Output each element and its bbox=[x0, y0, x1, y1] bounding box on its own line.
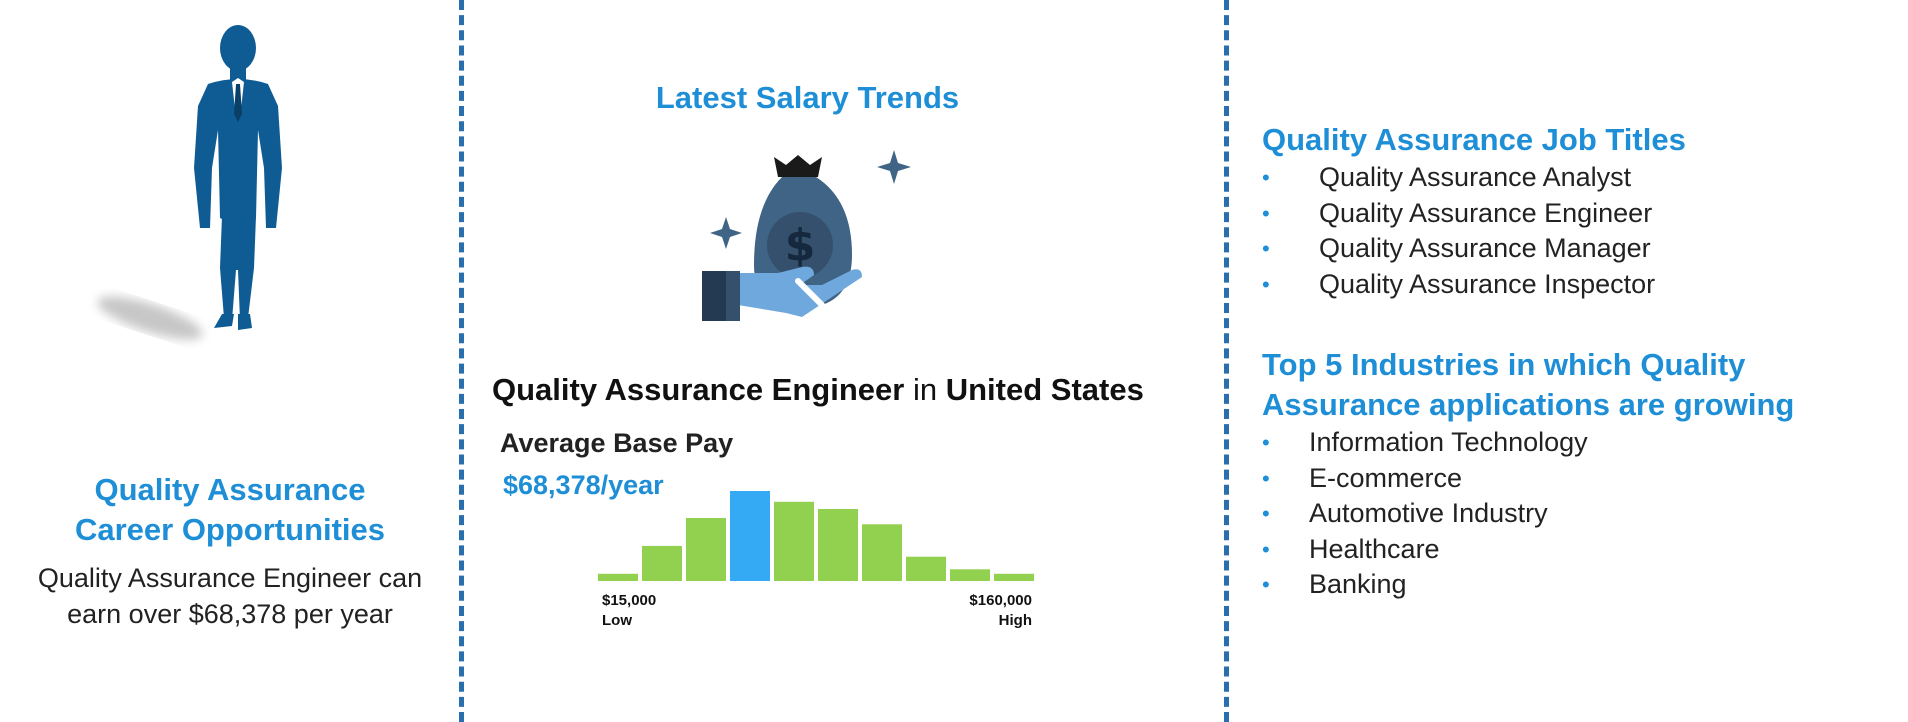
bullet-icon: • bbox=[1262, 572, 1270, 597]
histogram-high-label: High bbox=[998, 612, 1032, 629]
job-heading-in: in bbox=[912, 372, 938, 407]
job-titles-list: • Quality Assurance Analyst • Quality Assu… bbox=[1262, 160, 1655, 302]
money-bag-hand-icon: $ bbox=[702, 150, 911, 321]
average-base-pay-label: Average Base Pay bbox=[500, 428, 734, 458]
histogram-bar bbox=[642, 545, 682, 581]
histogram-bar bbox=[774, 501, 814, 581]
bullet-icon: • bbox=[1262, 536, 1270, 562]
histogram-bar bbox=[598, 573, 638, 581]
column-divider-right bbox=[1224, 0, 1229, 722]
career-text-line2: earn over $68,378 per year bbox=[67, 599, 393, 629]
histogram-bar bbox=[994, 573, 1034, 581]
job-titles-heading: Quality Assurance Job Titles bbox=[1262, 122, 1686, 157]
svg-text:$: $ bbox=[785, 220, 816, 271]
histogram-bar bbox=[906, 556, 946, 581]
bullet-icon: • bbox=[1262, 200, 1270, 226]
bullet-icon: • bbox=[1262, 501, 1270, 526]
bullet-icon: • bbox=[1262, 430, 1270, 455]
list-item: • Quality Assurance Engineer bbox=[1262, 196, 1655, 232]
list-item: • Quality Assurance Inspector bbox=[1262, 267, 1655, 303]
salary-trends-title: Latest Salary Trends bbox=[655, 80, 960, 115]
businessman-silhouette-icon bbox=[97, 25, 282, 340]
job-heading-location: United States bbox=[945, 372, 1144, 407]
industries-heading-line2: Assurance applications are growing bbox=[1262, 387, 1795, 422]
histogram-low-label: Low bbox=[602, 612, 632, 629]
job-heading-role: Quality Assurance Engineer bbox=[492, 372, 905, 407]
list-item: • Automotive Industry bbox=[1262, 496, 1588, 532]
career-title-line1: Quality Assurance bbox=[94, 472, 366, 507]
industries-heading-line1: Top 5 Industries in which Quality bbox=[1262, 347, 1746, 382]
career-text: Quality Assurance Engineer can earn over… bbox=[10, 560, 450, 632]
industries-heading: Top 5 Industries in which Quality Assura… bbox=[1262, 345, 1794, 425]
list-item: • Banking bbox=[1262, 567, 1588, 603]
list-item: • Healthcare bbox=[1262, 532, 1588, 568]
average-base-pay-value: $68,378/year bbox=[503, 470, 664, 500]
job-location-heading: Quality Assurance Engineer in United Sta… bbox=[492, 372, 1144, 408]
bullet-icon: • bbox=[1262, 271, 1270, 297]
histogram-bar bbox=[686, 518, 726, 581]
histogram-bar bbox=[950, 569, 990, 581]
histogram-bar bbox=[862, 524, 902, 581]
bullet-icon: • bbox=[1262, 465, 1270, 491]
histogram-bar-average bbox=[730, 491, 770, 581]
list-item: • E-commerce bbox=[1262, 461, 1588, 497]
salary-histogram bbox=[598, 491, 1034, 581]
list-item: • Quality Assurance Analyst bbox=[1262, 160, 1655, 196]
bullet-icon: • bbox=[1262, 236, 1270, 261]
career-title: Quality Assurance Career Opportunities bbox=[20, 470, 440, 550]
histogram-high-value: $160,000 bbox=[969, 592, 1032, 609]
list-item: • Quality Assurance Manager bbox=[1262, 231, 1655, 267]
histogram-bar bbox=[818, 509, 858, 581]
histogram-low-value: $15,000 bbox=[602, 592, 657, 609]
career-title-line2: Career Opportunities bbox=[74, 512, 386, 547]
column-divider-left bbox=[459, 0, 464, 722]
bullet-icon: • bbox=[1262, 165, 1270, 190]
list-item: • Information Technology bbox=[1262, 425, 1588, 461]
career-text-line1: Quality Assurance Engineer can bbox=[37, 563, 423, 593]
industries-list: • Information Technology • E-commerce • Aut… bbox=[1262, 425, 1588, 603]
